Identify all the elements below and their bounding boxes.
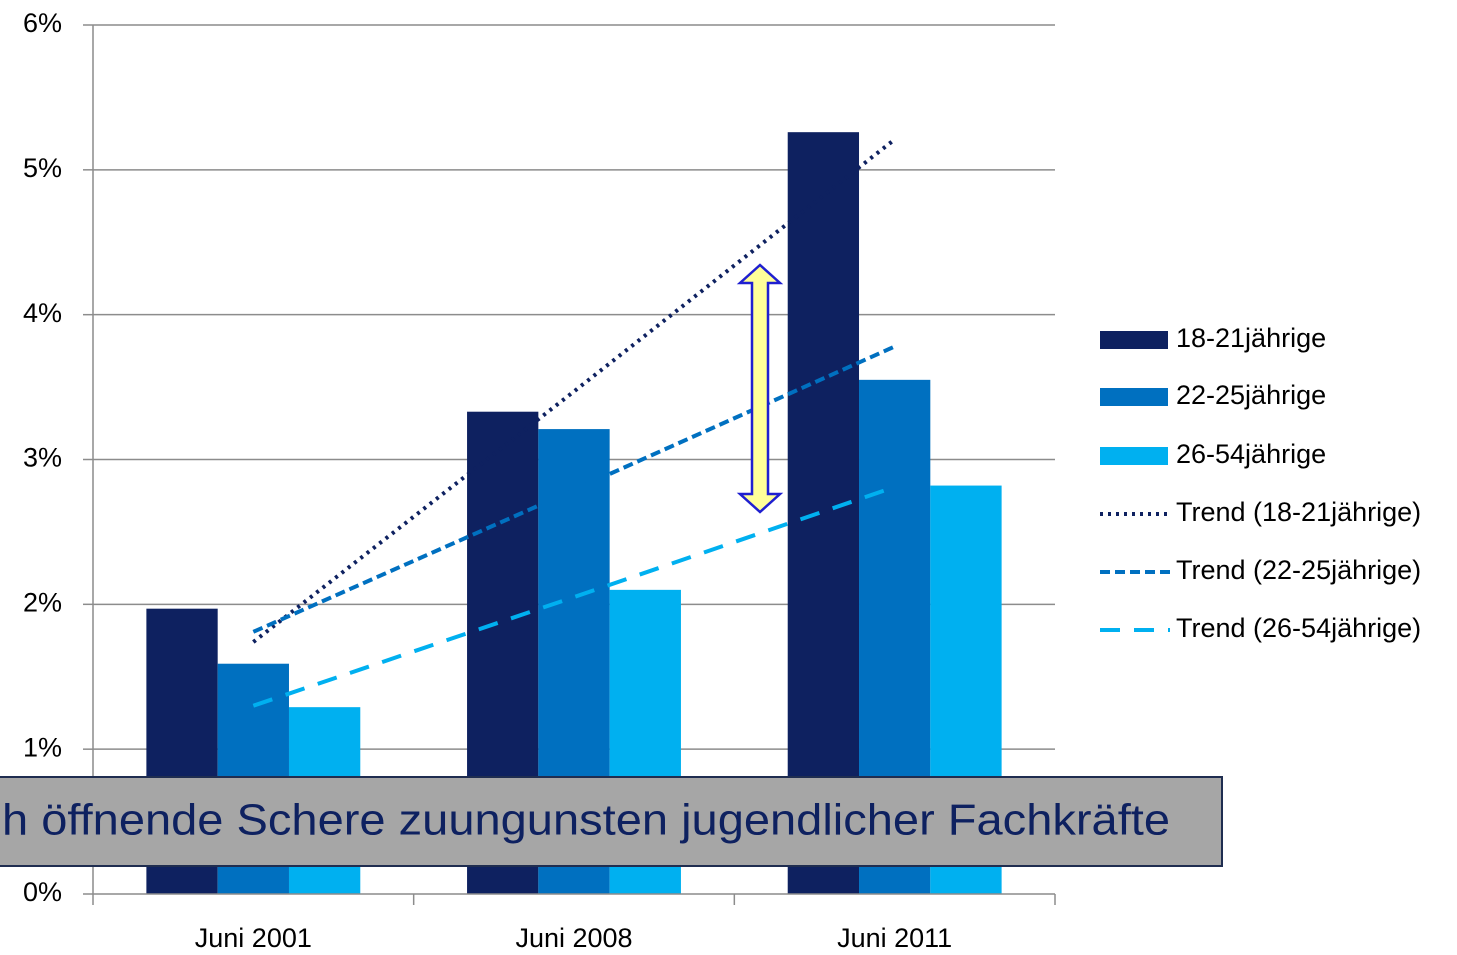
legend-swatch	[1100, 447, 1168, 465]
y-tick-label: 6%	[23, 8, 62, 38]
legend-label: Trend (26-54jährige)	[1176, 613, 1421, 643]
legend-label: 26-54jährige	[1176, 439, 1326, 469]
y-tick-label: 5%	[23, 153, 62, 183]
bar	[787, 132, 860, 895]
legend-label: Trend (18-21jährige)	[1176, 497, 1421, 527]
legend-label: Trend (22-25jährige)	[1176, 555, 1421, 585]
annotation: h öffnende Schere zuungunsten jugendlich…	[0, 776, 1223, 867]
annotation-text: h öffnende Schere zuungunsten jugendlich…	[2, 796, 1170, 845]
y-tick-label: 1%	[23, 732, 62, 762]
legend-label: 18-21jährige	[1176, 323, 1326, 353]
y-tick-label: 2%	[23, 587, 62, 617]
trend-line	[252, 485, 896, 708]
y-tick-label: 4%	[23, 298, 62, 328]
legend-swatch	[1100, 331, 1168, 349]
double-arrow	[736, 263, 784, 514]
x-tick-label: Juni 2001	[195, 923, 312, 953]
y-tick-label: 0%	[23, 877, 62, 907]
trend-line	[252, 344, 896, 634]
gap-arrow	[736, 263, 784, 514]
x-tick-label: Juni 2008	[515, 923, 632, 953]
annotation-box	[0, 776, 1223, 867]
legend-swatch	[1100, 388, 1168, 406]
x-tick-label: Juni 2011	[837, 923, 952, 953]
y-tick-label: 3%	[23, 443, 62, 473]
legend-label: 22-25jährige	[1176, 380, 1326, 410]
